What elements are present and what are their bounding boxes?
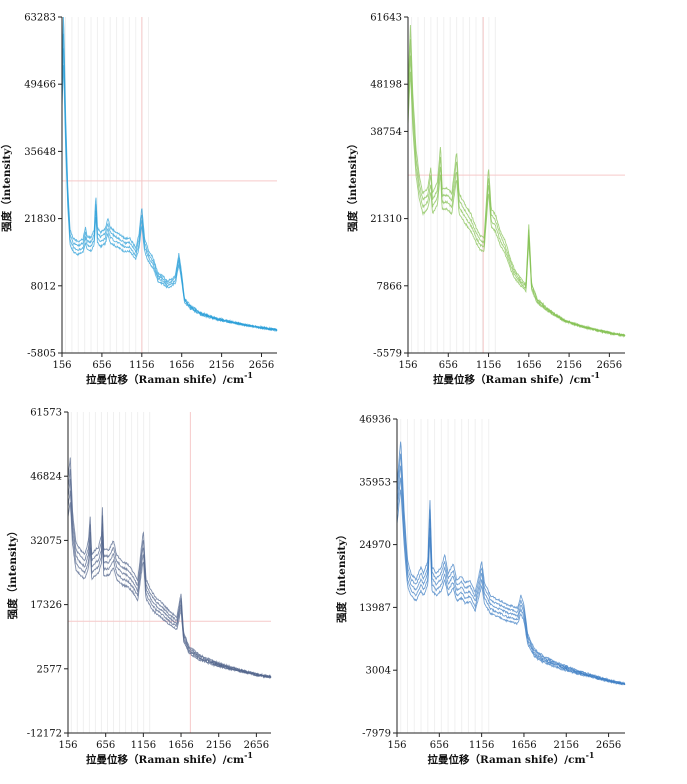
x-tick-label: 656 — [92, 360, 111, 371]
y-tick-label: -5579 — [373, 349, 402, 360]
y-tick-label: -5805 — [27, 349, 56, 360]
y-tick-label: 46824 — [30, 472, 62, 483]
x-tick-label: 1156 — [131, 740, 156, 751]
y-tick-label: 13987 — [359, 603, 391, 614]
y-tick-label: 63283 — [24, 13, 56, 24]
x-tick-label: 156 — [52, 360, 71, 371]
x-tick-label: 2656 — [597, 360, 622, 371]
spectrum-series-4 — [407, 24, 626, 338]
y-tick-label: 35953 — [359, 477, 391, 488]
y-tick-label: 7866 — [377, 281, 402, 292]
x-tick-label: 156 — [387, 740, 406, 751]
spectrum-series-1 — [67, 502, 272, 679]
spectrum-series-5 — [396, 441, 626, 685]
spectrum-series-1 — [407, 71, 626, 338]
y-tick-label: 61573 — [30, 408, 62, 419]
spectrum-series-2 — [67, 490, 271, 679]
spectrum-series-2 — [61, 48, 278, 333]
spectrum-series-3 — [61, 33, 278, 333]
chart-panel-top-right: -5579 7866 21310 38754 48198 61643 156 656 1156 1… — [346, 13, 626, 386]
spectrum-series-4 — [396, 453, 626, 685]
spectrum-series-1 — [61, 65, 278, 332]
spectrum-series-3 — [67, 478, 272, 679]
x-tick-label: 156 — [398, 360, 417, 371]
x-tick-label: 2156 — [209, 360, 234, 371]
y-tick-label: 48198 — [370, 80, 402, 91]
spectrum-series-5 — [67, 457, 272, 679]
y-tick-label: 35648 — [24, 147, 56, 158]
x-axis-title: 拉曼位移（Raman shife）/cm-1 — [86, 750, 253, 766]
y-tick-label: 17326 — [30, 600, 62, 611]
y-axis-title: 强度（intensity） — [0, 138, 13, 232]
y-tick-label: 46936 — [359, 415, 391, 426]
y-tick-label: -12172 — [27, 729, 62, 740]
x-axis-title-superscript: -1 — [591, 370, 600, 380]
y-tick-label: 2577 — [37, 664, 62, 675]
x-tick-label: 156 — [58, 740, 77, 751]
x-axis-title: 拉曼位移（Raman shife）/cm-1 — [86, 370, 253, 386]
x-tick-label: 656 — [96, 740, 115, 751]
x-tick-label: 1656 — [168, 740, 193, 751]
spectrum-series-3 — [407, 39, 626, 337]
y-tick-label: 38754 — [370, 127, 402, 138]
x-tick-label: 1656 — [516, 360, 541, 371]
spectrum-series-2 — [407, 55, 626, 338]
x-tick-label: 1656 — [511, 740, 536, 751]
x-axis-title-superscript: -1 — [586, 750, 595, 760]
x-tick-label: 2156 — [556, 360, 581, 371]
y-tick-label: 24970 — [359, 540, 391, 551]
x-axis-title: 拉曼位移（Raman shife）/cm-1 — [433, 370, 600, 386]
y-axis-title: 强度（intensity） — [346, 138, 359, 232]
y-tick-label: 61643 — [370, 13, 402, 24]
x-tick-label: 656 — [430, 740, 449, 751]
chart-panel-top-left: -5805 8012 21830 35648 49466 63283 156 656 1156 1… — [0, 13, 278, 386]
y-tick-label: 21830 — [24, 214, 56, 225]
x-tick-label: 2156 — [554, 740, 579, 751]
y-tick-label: 21310 — [370, 214, 402, 225]
x-axis-title-superscript: -1 — [244, 370, 253, 380]
x-axis-title: 拉曼位移（Raman shife）/cm-1 — [428, 750, 595, 766]
x-tick-label: 656 — [439, 360, 458, 371]
x-tick-label: 2656 — [244, 740, 269, 751]
y-tick-label: 32075 — [30, 536, 62, 547]
x-tick-label: 2656 — [249, 360, 274, 371]
x-tick-label: 2656 — [596, 740, 621, 751]
spectrum-series-4 — [61, 16, 278, 332]
y-tick-label: 3004 — [366, 666, 391, 677]
x-tick-label: 1156 — [129, 360, 154, 371]
x-tick-label: 1156 — [469, 740, 494, 751]
y-tick-label: -7979 — [362, 729, 391, 740]
spectrum-series-3 — [396, 465, 625, 686]
spectrum-series-2 — [396, 477, 626, 686]
y-tick-label: 8012 — [31, 281, 56, 292]
y-axis-title: 强度（intensity） — [335, 529, 348, 623]
y-tick-label: 49466 — [24, 80, 56, 91]
x-tick-label: 2156 — [206, 740, 231, 751]
x-tick-label: 1156 — [476, 360, 501, 371]
y-axis-title: 强度（intensity） — [6, 526, 19, 620]
chart-panel-bottom-left: -12172 2577 17326 32075 46824 61573 156 656 1156… — [6, 408, 272, 766]
x-axis-title-superscript: -1 — [244, 750, 253, 760]
spectrum-series-1 — [396, 489, 626, 686]
x-tick-label: 1656 — [169, 360, 194, 371]
chart-panel-bottom-right: -7979 3004 13987 24970 35953 46936 156 656 1156 1… — [335, 415, 626, 766]
